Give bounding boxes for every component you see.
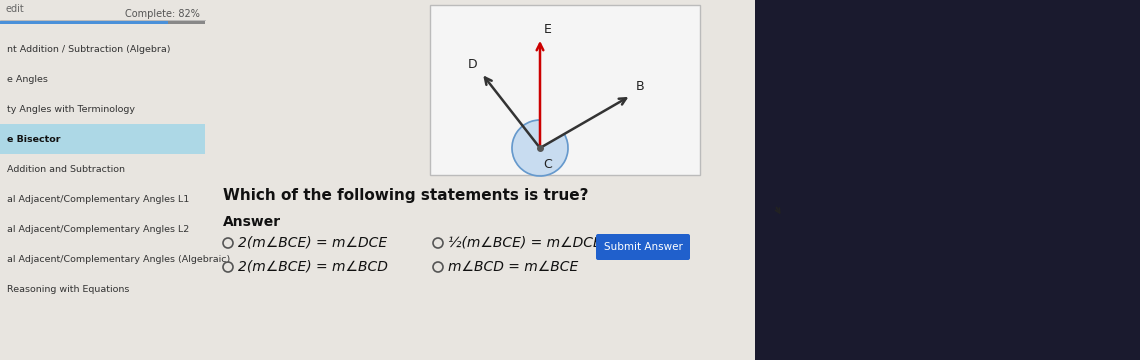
Text: Answer: Answer	[223, 215, 282, 229]
Text: E: E	[544, 23, 552, 36]
Text: D: D	[467, 58, 478, 71]
Text: ½(m∠BCE) = m∠DCE: ½(m∠BCE) = m∠DCE	[448, 236, 602, 250]
Text: Addition and Subtraction: Addition and Subtraction	[7, 165, 125, 174]
FancyBboxPatch shape	[0, 21, 205, 24]
Text: Complete: 82%: Complete: 82%	[125, 9, 200, 19]
FancyBboxPatch shape	[205, 0, 755, 360]
Text: ty Angles with Terminology: ty Angles with Terminology	[7, 104, 135, 113]
Text: B: B	[636, 81, 644, 94]
Text: al Adjacent/Complementary Angles (Algebraic): al Adjacent/Complementary Angles (Algebr…	[7, 255, 230, 264]
Text: al Adjacent/Complementary Angles L1: al Adjacent/Complementary Angles L1	[7, 194, 189, 203]
Text: edit: edit	[6, 4, 25, 14]
FancyBboxPatch shape	[0, 124, 205, 154]
Text: e Angles: e Angles	[7, 75, 48, 84]
Text: Which of the following statements is true?: Which of the following statements is tru…	[223, 188, 588, 203]
Text: nt Addition / Subtraction (Algebra): nt Addition / Subtraction (Algebra)	[7, 45, 171, 54]
Text: 2(m∠BCE) = m∠DCE: 2(m∠BCE) = m∠DCE	[238, 236, 388, 250]
Text: Submit Answer: Submit Answer	[603, 242, 683, 252]
Text: 2(m∠BCE) = m∠BCD: 2(m∠BCE) = m∠BCD	[238, 260, 388, 274]
Polygon shape	[512, 120, 568, 176]
Text: Reasoning with Equations: Reasoning with Equations	[7, 284, 129, 293]
Text: e Bisector: e Bisector	[7, 135, 60, 144]
FancyBboxPatch shape	[0, 21, 168, 24]
Text: al Adjacent/Complementary Angles L2: al Adjacent/Complementary Angles L2	[7, 225, 189, 234]
FancyBboxPatch shape	[596, 234, 690, 260]
FancyBboxPatch shape	[430, 5, 700, 175]
FancyBboxPatch shape	[0, 0, 205, 360]
Text: m∠BCD = m∠BCE: m∠BCD = m∠BCE	[448, 260, 578, 274]
Text: C: C	[543, 158, 552, 171]
